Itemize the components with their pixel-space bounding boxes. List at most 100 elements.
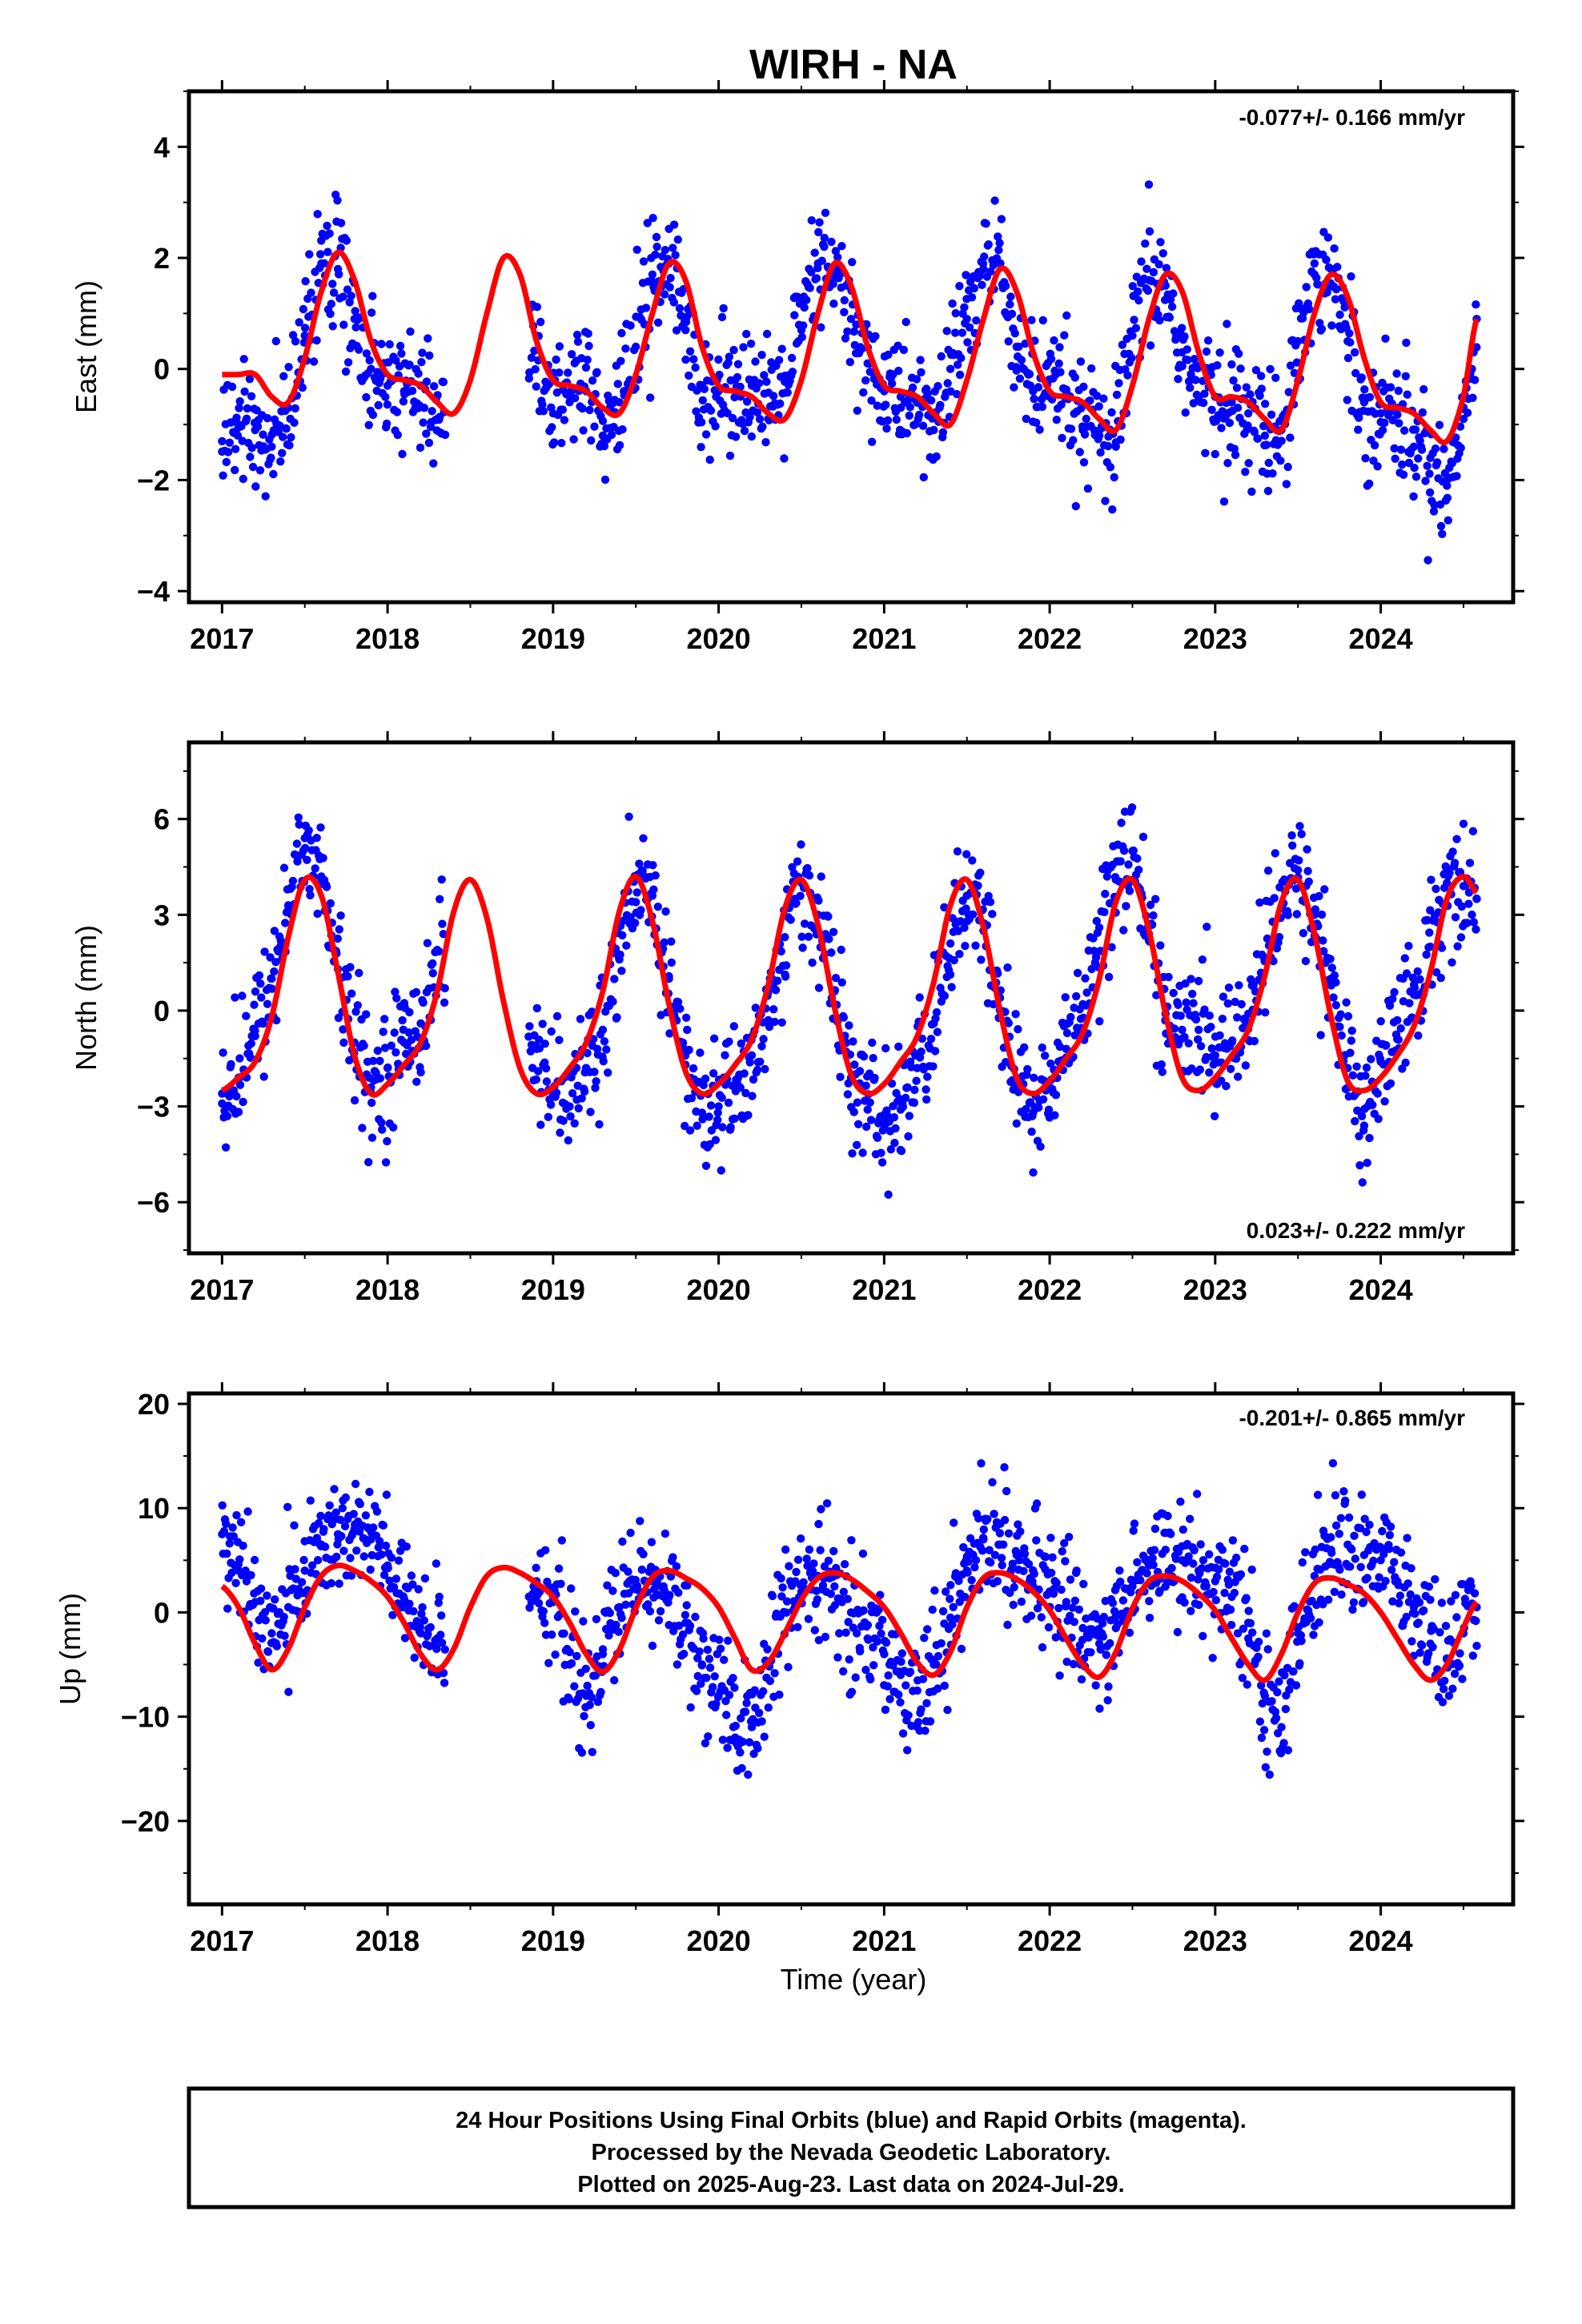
- north-data-point: [1094, 923, 1104, 932]
- up-data-point: [824, 1556, 833, 1566]
- north-data-point: [1205, 1011, 1215, 1020]
- north-data-point: [689, 1063, 698, 1073]
- up-data-point: [1452, 1613, 1461, 1622]
- up-data-point: [604, 1631, 613, 1640]
- east-data-point: [926, 396, 936, 405]
- east-data-point: [323, 221, 331, 231]
- north-data-point: [866, 1116, 876, 1124]
- north-data-point: [852, 1140, 861, 1150]
- north-data-point: [1090, 947, 1098, 955]
- east-data-point: [1314, 280, 1323, 289]
- up-xtick-label: 2019: [521, 1924, 585, 1957]
- north-data-point: [388, 1123, 398, 1132]
- east-data-point: [912, 375, 921, 384]
- east-data-point: [958, 328, 967, 337]
- east-data-point: [362, 349, 371, 358]
- up-data-point: [1357, 1490, 1367, 1499]
- up-data-point: [539, 1606, 548, 1616]
- up-data-point: [661, 1529, 670, 1538]
- north-data-point: [968, 856, 977, 865]
- north-data-point: [665, 1029, 674, 1038]
- east-data-point: [425, 351, 434, 360]
- north-data-point: [1235, 981, 1243, 990]
- east-data-point: [1017, 356, 1026, 364]
- north-data-point: [407, 1035, 416, 1044]
- east-data-point: [894, 366, 903, 376]
- east-data-point: [1146, 341, 1155, 350]
- north-data-point: [1301, 956, 1311, 966]
- up-data-point: [637, 1565, 646, 1574]
- up-data-point: [782, 1597, 792, 1606]
- north-data-point: [770, 1017, 779, 1027]
- north-data-point: [741, 1088, 750, 1098]
- east-data-point: [328, 279, 337, 288]
- up-data-point: [1208, 1654, 1217, 1663]
- up-data-point: [1283, 1746, 1293, 1755]
- up-data-point: [1255, 1717, 1265, 1726]
- north-data-point: [416, 1068, 425, 1077]
- north-data-point: [839, 1013, 849, 1022]
- up-data-point: [1267, 1697, 1276, 1706]
- east-data-point: [231, 465, 239, 475]
- up-data-point: [564, 1695, 574, 1703]
- north-data-point: [1402, 969, 1411, 978]
- up-data-point: [1052, 1578, 1061, 1588]
- east-data-point: [1103, 441, 1113, 451]
- east-data-point: [419, 418, 428, 427]
- north-ytick-label: −3: [137, 1091, 170, 1124]
- up-data-point: [1041, 1552, 1050, 1562]
- up-data-point: [608, 1586, 617, 1595]
- up-data-point: [1456, 1649, 1464, 1658]
- up-data-point: [624, 1567, 632, 1576]
- east-data-point: [1452, 472, 1461, 480]
- east-data-point: [698, 396, 707, 405]
- up-data-point: [1030, 1570, 1039, 1578]
- up-data-point: [1221, 1559, 1230, 1568]
- up-data-point: [263, 1591, 271, 1600]
- up-data-point: [923, 1625, 932, 1634]
- north-data-point: [1119, 846, 1129, 855]
- east-data-point: [962, 315, 971, 324]
- east-data-point: [1409, 442, 1419, 451]
- north-data-point: [1415, 975, 1424, 984]
- up-data-point: [588, 1747, 596, 1756]
- east-data-point: [327, 300, 335, 308]
- up-data-point: [341, 1493, 350, 1502]
- up-data-point: [551, 1651, 560, 1659]
- up-data-point: [632, 1582, 640, 1591]
- up-data-point: [366, 1565, 375, 1574]
- east-data-point: [1472, 300, 1480, 309]
- east-data-point: [1431, 444, 1440, 453]
- east-data-point: [1219, 497, 1229, 506]
- east-data-point: [810, 248, 819, 257]
- north-data-point: [538, 1019, 547, 1028]
- north-data-point: [1303, 845, 1311, 854]
- north-data-point: [1227, 1038, 1236, 1047]
- north-data-point: [1105, 899, 1114, 908]
- east-data-point: [251, 482, 260, 491]
- north-data-point: [1297, 830, 1306, 838]
- east-data-point: [946, 364, 955, 373]
- north-data-point: [1368, 1100, 1377, 1110]
- east-data-point: [681, 355, 690, 364]
- east-data-point: [893, 341, 902, 350]
- east-data-point: [997, 215, 1006, 223]
- east-data-point: [1259, 421, 1268, 431]
- east-data-point: [671, 251, 680, 259]
- north-data-point: [757, 1042, 766, 1051]
- up-data-point: [1319, 1600, 1327, 1609]
- up-plot-frame: [187, 1391, 1516, 1907]
- north-data-point: [933, 1027, 942, 1036]
- east-data-point: [918, 421, 928, 430]
- north-data-point: [1073, 968, 1082, 978]
- north-data-point: [676, 1004, 685, 1013]
- east-data-point: [689, 355, 698, 364]
- north-data-point: [1095, 1017, 1104, 1026]
- up-data-point: [755, 1708, 764, 1718]
- east-data-point: [1203, 336, 1213, 345]
- up-data-point: [1403, 1579, 1412, 1588]
- north-data-point: [687, 1094, 697, 1103]
- east-data-point: [934, 382, 942, 391]
- east-data-point: [1082, 414, 1091, 424]
